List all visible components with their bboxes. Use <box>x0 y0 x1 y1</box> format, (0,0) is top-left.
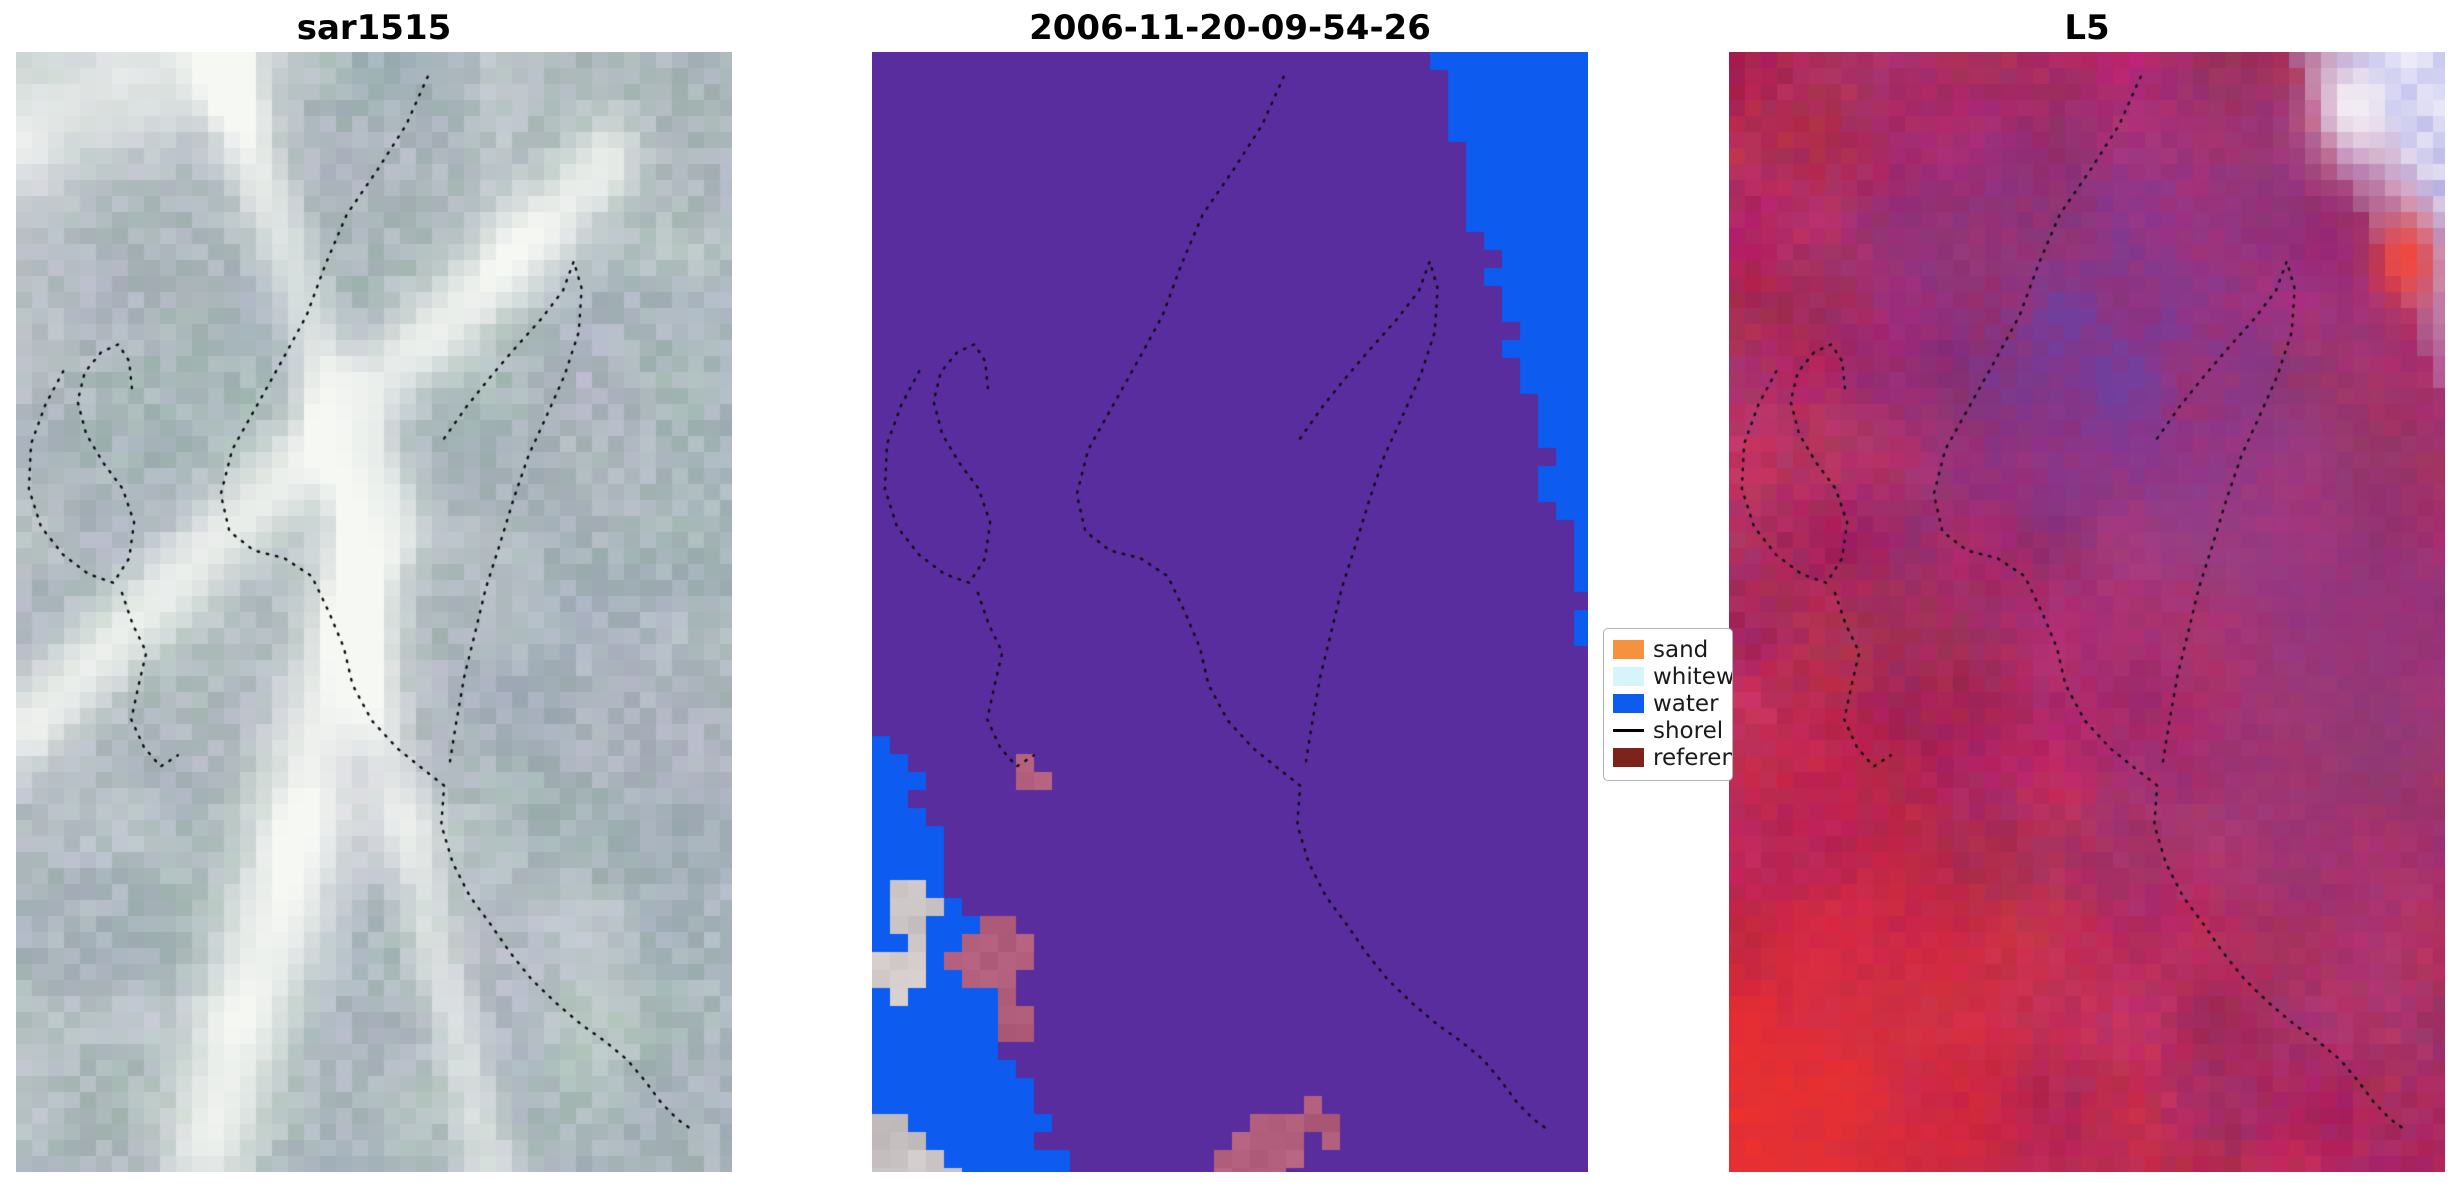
panel-title-l5: L5 <box>2064 8 2110 48</box>
sar-image <box>16 52 732 1172</box>
sand-swatch <box>1613 640 1644 659</box>
panel-title-classification: 2006-11-20-09-54-26 <box>1029 8 1431 48</box>
panel-l5: L5 <box>1729 0 2445 1172</box>
legend-label-shoreline: shorel <box>1653 717 1724 744</box>
legend-label-sand: sand <box>1653 636 1709 663</box>
legend-label-water: water <box>1653 690 1719 717</box>
panel-classification: 2006-11-20-09-54-26 <box>872 0 1588 1172</box>
reference-swatch <box>1613 748 1644 767</box>
legend-label-whitewater: whitew <box>1653 663 1733 690</box>
legend-item-whitewater: whitew <box>1613 663 1732 690</box>
legend-item-shoreline: shorel <box>1613 717 1732 744</box>
l5-image <box>1729 52 2445 1172</box>
whitewater-swatch <box>1613 667 1644 686</box>
shoreline-line-sample <box>1613 729 1644 732</box>
water-swatch <box>1613 694 1644 713</box>
panel-sar: sar1515 <box>16 0 732 1172</box>
panel-title-sar: sar1515 <box>296 8 452 48</box>
legend-item-sand: sand <box>1613 636 1732 663</box>
legend-item-water: water <box>1613 690 1732 717</box>
legend: sand whitew water shorel referen <box>1603 628 1733 781</box>
legend-label-reference: referen <box>1653 744 1733 771</box>
classification-image <box>872 52 1588 1172</box>
legend-item-reference: referen <box>1613 744 1732 771</box>
